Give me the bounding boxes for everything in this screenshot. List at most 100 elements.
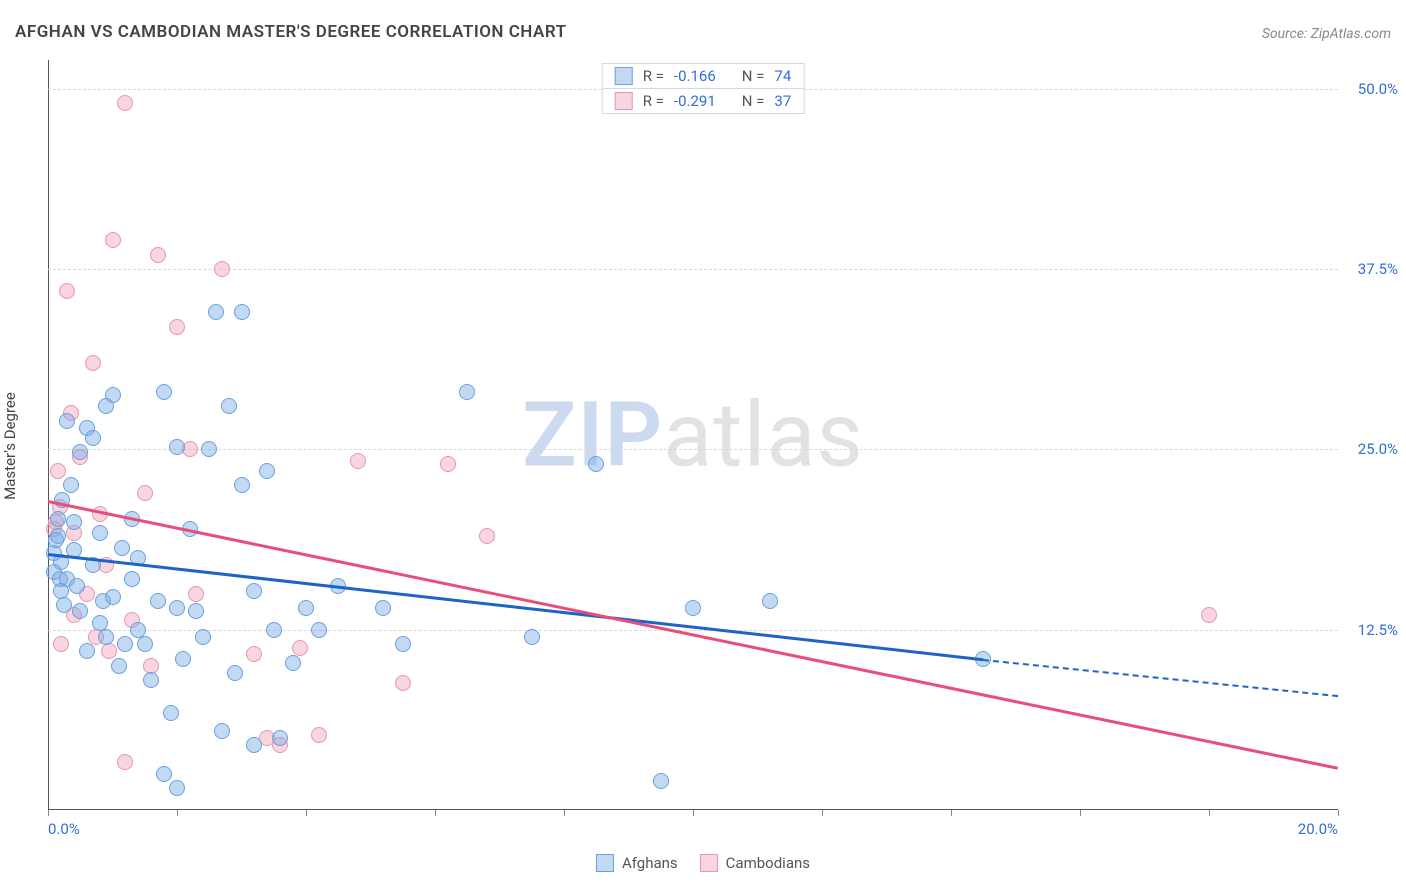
y-axis-label: Master's Degree xyxy=(1,392,19,500)
r-label: R = xyxy=(643,92,664,110)
marker-cambodian xyxy=(246,646,262,662)
x-tick-mark xyxy=(822,810,823,816)
marker-afghan xyxy=(214,723,230,739)
marker-afghan xyxy=(63,477,79,493)
marker-afghan xyxy=(143,672,159,688)
marker-afghan xyxy=(175,651,191,667)
marker-afghan xyxy=(156,384,172,400)
marker-cambodian xyxy=(59,283,75,299)
title-bar: AFGHAN VS CAMBODIAN MASTER'S DEGREE CORR… xyxy=(15,22,1391,42)
r-value: -0.166 xyxy=(674,67,716,85)
marker-afghan xyxy=(375,600,391,616)
y-tick-label: 50.0% xyxy=(1343,80,1398,98)
marker-afghan xyxy=(85,430,101,446)
marker-afghan xyxy=(117,636,133,652)
n-value: 74 xyxy=(774,67,791,85)
r-label: R = xyxy=(643,67,664,85)
source-label: Source: ZipAtlas.com xyxy=(1262,26,1391,42)
marker-afghan xyxy=(524,629,540,645)
y-tick-label: 37.5% xyxy=(1343,260,1398,278)
marker-afghan xyxy=(66,514,82,530)
marker-afghan xyxy=(221,398,237,414)
marker-afghan xyxy=(201,441,217,457)
marker-afghan xyxy=(298,600,314,616)
y-axis-line xyxy=(48,60,49,810)
gridline xyxy=(48,269,1338,270)
marker-afghan xyxy=(234,477,250,493)
x-tick-mark xyxy=(693,810,694,816)
marker-cambodian xyxy=(150,247,166,263)
marker-afghan xyxy=(169,780,185,796)
marker-afghan xyxy=(111,658,127,674)
r-value: -0.291 xyxy=(674,92,716,110)
x-tick-label: 20.0% xyxy=(1298,820,1338,838)
marker-afghan xyxy=(169,600,185,616)
marker-cambodian xyxy=(188,586,204,602)
marker-afghan xyxy=(72,444,88,460)
marker-afghan xyxy=(50,528,66,544)
marker-cambodian xyxy=(101,643,117,659)
marker-cambodian xyxy=(105,232,121,248)
marker-afghan xyxy=(395,636,411,652)
plot-area: ZIPatlas 12.5%25.0%37.5%50.0%0.0%20.0% xyxy=(48,60,1338,810)
marker-afghan xyxy=(762,593,778,609)
marker-cambodian xyxy=(395,675,411,691)
watermark: ZIPatlas xyxy=(522,383,864,488)
legend-label: Cambodians xyxy=(726,854,810,872)
x-tick-mark xyxy=(306,810,307,816)
legend-label: Afghans xyxy=(622,854,678,872)
marker-afghan xyxy=(588,456,604,472)
marker-afghan xyxy=(266,622,282,638)
marker-cambodian xyxy=(169,319,185,335)
trendline-afghan-extrapolated xyxy=(983,659,1338,697)
x-tick-mark xyxy=(435,810,436,816)
marker-afghan xyxy=(246,737,262,753)
marker-afghan xyxy=(105,589,121,605)
swatch-afghans xyxy=(615,67,633,85)
gridline xyxy=(48,449,1338,450)
marker-afghan xyxy=(227,665,243,681)
marker-afghan xyxy=(208,304,224,320)
x-tick-mark xyxy=(1338,810,1339,816)
marker-cambodian xyxy=(50,463,66,479)
marker-afghan xyxy=(653,773,669,789)
x-tick-mark xyxy=(564,810,565,816)
marker-afghan xyxy=(50,511,66,527)
marker-cambodian xyxy=(440,456,456,472)
marker-cambodian xyxy=(53,636,69,652)
n-label: N = xyxy=(742,67,765,85)
marker-afghan xyxy=(195,629,211,645)
marker-afghan xyxy=(79,643,95,659)
marker-afghan xyxy=(137,636,153,652)
y-tick-label: 12.5% xyxy=(1343,621,1398,639)
marker-afghan xyxy=(72,603,88,619)
y-tick-label: 25.0% xyxy=(1343,440,1398,458)
x-tick-mark xyxy=(951,810,952,816)
marker-afghan xyxy=(272,730,288,746)
marker-cambodian xyxy=(311,727,327,743)
chart-container: AFGHAN VS CAMBODIAN MASTER'S DEGREE CORR… xyxy=(0,0,1406,892)
swatch-cambodians xyxy=(615,92,633,110)
stats-row-a: R = -0.166 N = 74 xyxy=(603,64,804,88)
marker-cambodian xyxy=(85,355,101,371)
stats-row-b: R = -0.291 N = 37 xyxy=(603,88,804,113)
marker-afghan xyxy=(69,578,85,594)
x-tick-mark xyxy=(48,810,49,816)
marker-afghan xyxy=(459,384,475,400)
marker-afghan xyxy=(114,540,130,556)
marker-afghan xyxy=(311,622,327,638)
x-tick-mark xyxy=(1080,810,1081,816)
marker-afghan xyxy=(285,655,301,671)
marker-afghan xyxy=(105,387,121,403)
marker-afghan xyxy=(685,600,701,616)
x-tick-mark xyxy=(1209,810,1210,816)
marker-cambodian xyxy=(137,485,153,501)
legend-item-afghans: Afghans xyxy=(596,854,678,872)
marker-afghan xyxy=(156,766,172,782)
marker-cambodian xyxy=(479,528,495,544)
marker-afghan xyxy=(234,304,250,320)
swatch-cambodians xyxy=(700,854,718,872)
marker-afghan xyxy=(259,463,275,479)
marker-cambodian xyxy=(350,453,366,469)
marker-afghan xyxy=(163,705,179,721)
